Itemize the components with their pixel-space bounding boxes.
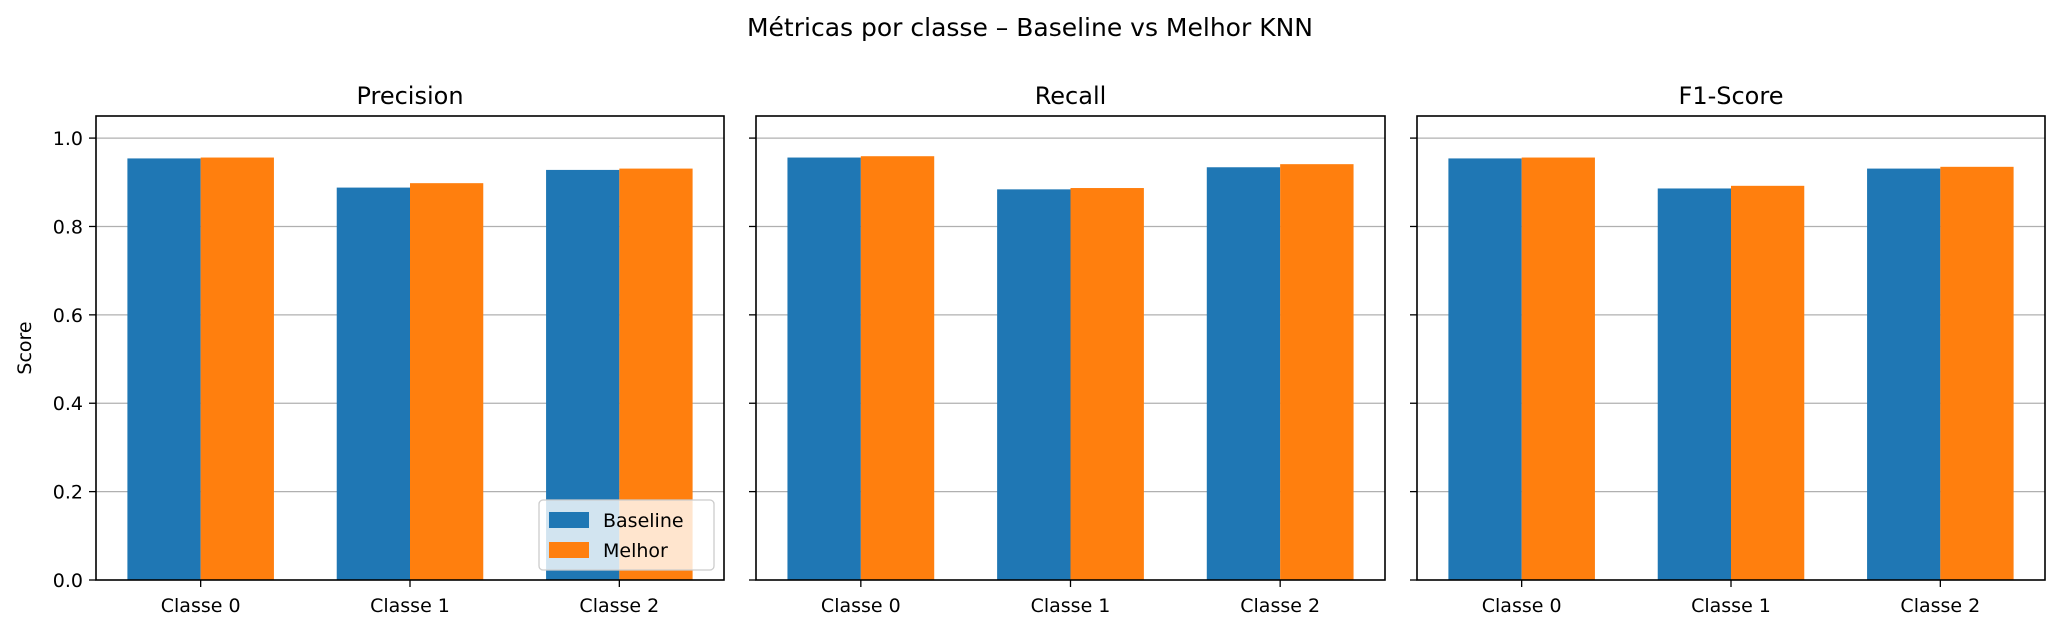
bar-baseline-classe-0 bbox=[127, 158, 201, 580]
subplot-f1-score: Classe 0 Classe 1 Classe 2 F1-Score bbox=[1410, 82, 2046, 617]
figure-title: Métricas por classe – Baseline vs Melhor… bbox=[747, 13, 1313, 42]
y-tick-label: 0.4 bbox=[53, 393, 83, 415]
bar-melhor-classe-0 bbox=[860, 156, 935, 581]
legend-swatch-melhor bbox=[549, 542, 589, 558]
subplot-title: F1-Score bbox=[1679, 82, 1784, 110]
bar-baseline-classe-1 bbox=[336, 187, 410, 581]
x-tick-label: Classe 0 bbox=[1482, 595, 1562, 617]
subplot-title: Recall bbox=[1035, 82, 1107, 110]
x-tick-label: Classe 0 bbox=[161, 595, 241, 617]
bar-baseline-classe-1 bbox=[1657, 188, 1731, 580]
subplot-recall: Classe 0 Classe 1 Classe 2 Recall bbox=[749, 82, 1386, 617]
bar-baseline-classe-2 bbox=[1867, 168, 1941, 580]
x-tick-label: Classe 2 bbox=[1900, 595, 1980, 617]
x-tick-label: Classe 2 bbox=[579, 595, 659, 617]
legend-label-melhor: Melhor bbox=[603, 540, 668, 562]
x-tick-label: Classe 1 bbox=[370, 595, 450, 617]
bar-melhor-classe-1 bbox=[1731, 185, 1805, 580]
bar-melhor-classe-2 bbox=[1280, 164, 1354, 581]
bar-melhor-classe-2 bbox=[1940, 166, 2014, 581]
legend: Baseline Melhor bbox=[538, 499, 715, 571]
y-tick-label: 0.6 bbox=[53, 305, 83, 327]
y-tick-label: 0.2 bbox=[53, 482, 83, 504]
subplot-title: Precision bbox=[356, 82, 463, 110]
bar-melhor-classe-1 bbox=[1070, 188, 1144, 581]
bar-melhor-classe-0 bbox=[200, 157, 274, 580]
x-tick-label: Classe 2 bbox=[1240, 595, 1320, 617]
y-tick-label: 0.8 bbox=[53, 216, 83, 238]
legend-label-baseline: Baseline bbox=[603, 510, 684, 532]
bar-melhor-classe-1 bbox=[410, 183, 484, 580]
bar-melhor-classe-0 bbox=[1521, 157, 1595, 580]
bar-baseline-classe-0 bbox=[787, 157, 861, 580]
bar-baseline-classe-0 bbox=[1448, 158, 1522, 580]
y-tick-label: 1.0 bbox=[53, 128, 83, 150]
y-axis-label: Score bbox=[14, 321, 36, 374]
bar-baseline-classe-1 bbox=[997, 189, 1071, 580]
y-tick-label: 0.0 bbox=[53, 570, 83, 592]
x-tick-label: Classe 1 bbox=[1031, 595, 1111, 617]
subplot-precision: 0.0 0.2 0.4 0.6 0.8 1.0 Classe 0 Classe 1 Classe… bbox=[14, 82, 725, 617]
legend-swatch-baseline bbox=[549, 512, 589, 528]
x-tick-label: Classe 1 bbox=[1691, 595, 1771, 617]
x-tick-label: Classe 0 bbox=[821, 595, 901, 617]
bar-baseline-classe-2 bbox=[1206, 167, 1281, 580]
